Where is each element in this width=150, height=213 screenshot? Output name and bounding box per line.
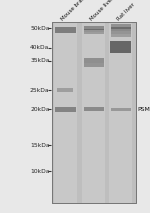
Bar [54, 22, 77, 203]
Text: Rat liver: Rat liver [116, 1, 135, 21]
Bar [55, 27, 76, 33]
Bar [111, 34, 131, 36]
Bar [111, 31, 131, 34]
Bar [84, 63, 104, 67]
Text: 40kDa: 40kDa [30, 45, 50, 50]
Bar [82, 22, 105, 203]
Bar [84, 58, 104, 63]
Text: 15kDa: 15kDa [30, 143, 50, 148]
Text: 10kDa: 10kDa [30, 169, 50, 174]
Bar [77, 22, 79, 203]
Text: 20kDa: 20kDa [30, 107, 50, 112]
Bar [109, 22, 132, 203]
Bar [57, 88, 73, 92]
Bar [84, 107, 104, 111]
Bar [110, 41, 131, 53]
Text: 50kDa: 50kDa [30, 26, 50, 31]
Text: Mouse brain: Mouse brain [60, 0, 88, 21]
Text: PSMB2: PSMB2 [137, 107, 150, 112]
Bar [111, 27, 131, 31]
Bar [111, 24, 131, 29]
Bar [52, 22, 136, 203]
Bar [111, 108, 131, 111]
Text: Mouse liver: Mouse liver [89, 0, 114, 21]
Bar [52, 22, 136, 203]
Text: 35kDa: 35kDa [30, 58, 50, 63]
Bar [84, 29, 104, 32]
Bar [55, 107, 76, 112]
Bar [84, 26, 104, 30]
Bar [84, 32, 104, 34]
Text: 25kDa: 25kDa [30, 88, 50, 93]
